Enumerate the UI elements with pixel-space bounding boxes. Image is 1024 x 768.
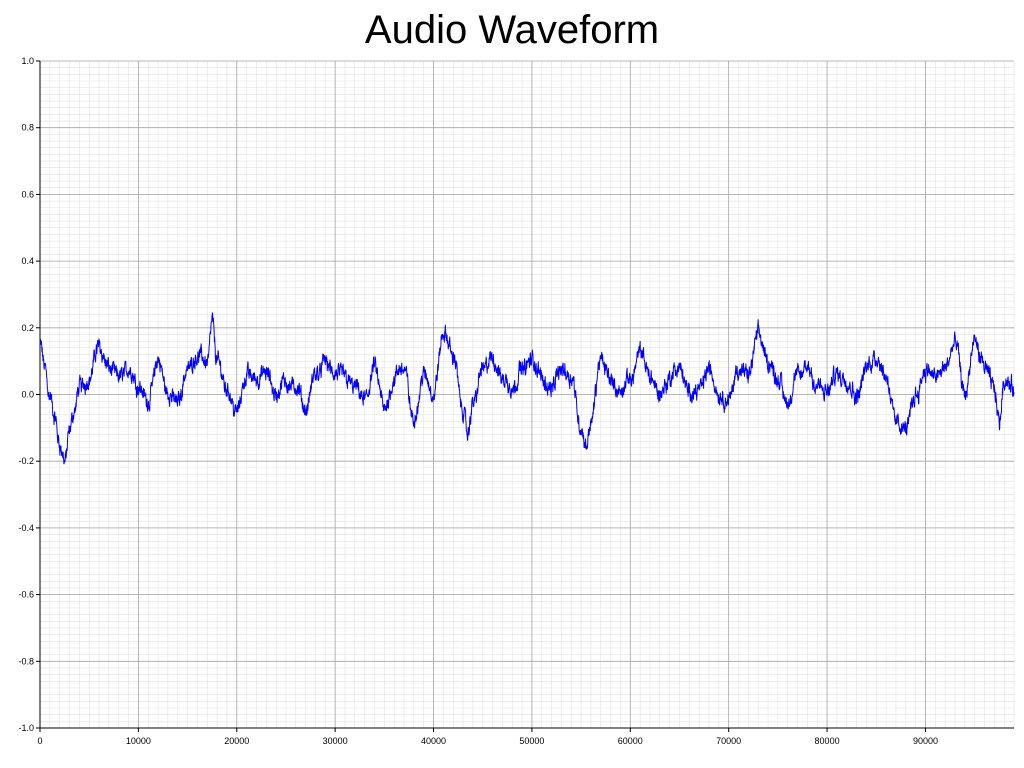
y-tick-label: -0.8 <box>18 656 34 666</box>
y-tick-label: -0.2 <box>18 456 34 466</box>
y-tick-label: -1.0 <box>18 723 34 733</box>
y-tick-label: 0.8 <box>21 123 34 133</box>
x-tick-label: 50000 <box>519 736 544 746</box>
waveform-line-waveform <box>39 312 1015 465</box>
chart-title: Audio Waveform <box>364 8 660 52</box>
x-tick-label: 80000 <box>815 736 840 746</box>
x-tick-label: 30000 <box>323 736 348 746</box>
series-layer <box>39 312 1015 465</box>
y-tick-label: -0.6 <box>18 590 34 600</box>
y-tick-label: -0.4 <box>18 523 34 533</box>
x-tick-label: 40000 <box>421 736 446 746</box>
x-tick-label: 90000 <box>913 736 938 746</box>
x-tick-label: 20000 <box>224 736 249 746</box>
x-tick-label: 0 <box>37 736 42 746</box>
x-tick-label: 10000 <box>126 736 151 746</box>
x-axis-ticks: 0 10000 20000 30000 40000 50000 60000 70000 8000… <box>37 728 938 746</box>
x-tick-label: 60000 <box>618 736 643 746</box>
y-axis-ticks: 1.0 0.8 0.6 0.4 0.2 0.0 -0.2 -0.4 -0.6 -0.8 -1.0 <box>18 56 40 733</box>
y-tick-label: 0.6 <box>21 189 34 199</box>
x-tick-label: 70000 <box>716 736 741 746</box>
y-tick-label: 1.0 <box>21 56 34 66</box>
y-tick-label: 0.2 <box>21 323 34 333</box>
y-tick-label: 0.4 <box>21 256 34 266</box>
y-tick-label: 0.0 <box>21 390 34 400</box>
